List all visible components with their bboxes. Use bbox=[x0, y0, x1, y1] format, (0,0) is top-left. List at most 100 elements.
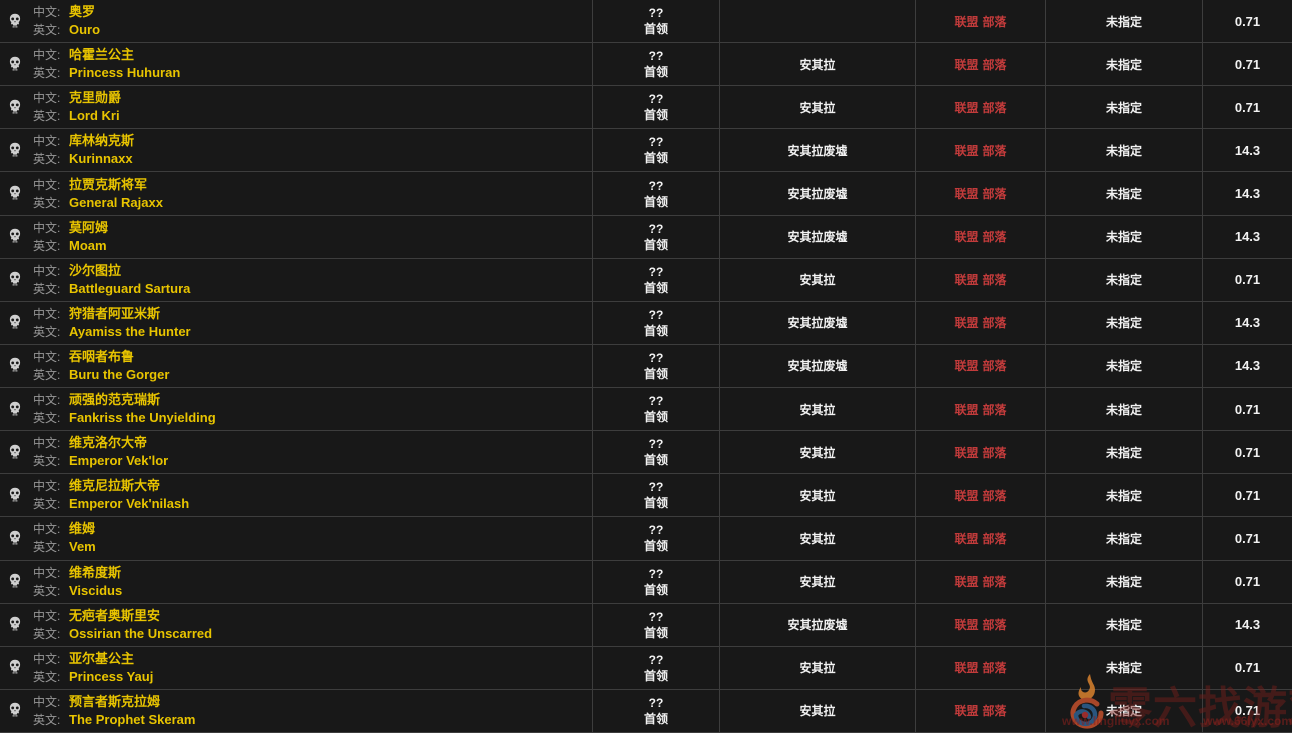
en-label: 英文: bbox=[33, 152, 61, 167]
boss-names: 中文: 克里勋爵 英文: Lord Kri bbox=[33, 89, 121, 125]
boss-names: 中文: 维克尼拉斯大帝 英文: Emperor Vek'nilash bbox=[33, 477, 189, 513]
boss-type: 首领 bbox=[643, 194, 668, 209]
boss-name-en-link[interactable]: Moam bbox=[69, 237, 107, 253]
faction-alliance: 联盟 bbox=[954, 100, 979, 115]
boss-type: 首领 bbox=[643, 711, 668, 726]
boss-name-cn-link[interactable]: 维克洛尔大帝 bbox=[69, 435, 148, 451]
boss-name-cn-link[interactable]: 莫阿姆 bbox=[69, 219, 109, 235]
boss-name-cn-link[interactable]: 库林纳克斯 bbox=[69, 133, 135, 149]
cn-label: 中文: bbox=[33, 91, 61, 106]
faction-alliance: 联盟 bbox=[954, 661, 979, 676]
boss-name-en-link[interactable]: Emperor Vek'nilash bbox=[69, 496, 190, 512]
faction-alliance: 联盟 bbox=[954, 230, 979, 245]
en-label: 英文: bbox=[33, 669, 61, 684]
boss-name-en-link[interactable]: Princess Yauj bbox=[69, 668, 154, 684]
boss-name-en-link[interactable]: Princess Huhuran bbox=[69, 65, 181, 81]
level-cell: ?? 首领 bbox=[593, 0, 720, 43]
faction-alliance: 联盟 bbox=[954, 531, 979, 546]
en-label: 英文: bbox=[33, 23, 61, 38]
faction-cell: 联盟 部落 bbox=[916, 129, 1046, 172]
table-row: 中文: 库林纳克斯 英文: Kurinnaxx ?? 首领 安其拉废墟 联盟 部… bbox=[0, 129, 1292, 173]
boss-name-en-link[interactable]: Battleguard Sartura bbox=[69, 280, 191, 296]
react-cell: 未指定 bbox=[1046, 431, 1203, 474]
boss-level: ?? bbox=[648, 350, 664, 365]
boss-name-cn-link[interactable]: 预言者斯克拉姆 bbox=[69, 693, 161, 709]
faction-alliance: 联盟 bbox=[954, 359, 979, 374]
cn-label: 中文: bbox=[33, 349, 61, 364]
react-cell: 未指定 bbox=[1046, 517, 1203, 560]
boss-name-cn-link[interactable]: 克里勋爵 bbox=[69, 90, 122, 106]
faction-horde: 部落 bbox=[982, 488, 1007, 503]
boss-skull-icon bbox=[8, 185, 24, 202]
boss-name-en-link[interactable]: Fankriss the Unyielding bbox=[69, 410, 216, 426]
boss-name-en-link[interactable]: Viscidus bbox=[69, 582, 123, 598]
boss-name-en-link[interactable]: Emperor Vek'lor bbox=[69, 453, 169, 469]
boss-type: 首领 bbox=[643, 108, 668, 123]
value-cell: 0.71 bbox=[1234, 444, 1261, 460]
faction-cell: 联盟 部落 bbox=[916, 517, 1046, 560]
react-cell: 未指定 bbox=[1046, 301, 1203, 344]
boss-name-cn-link[interactable]: 亚尔基公主 bbox=[69, 650, 135, 666]
boss-name-cn-link[interactable]: 奥罗 bbox=[69, 4, 96, 20]
boss-names: 中文: 狩猎者阿亚米斯 英文: Ayamiss the Hunter bbox=[33, 305, 191, 341]
faction-cell: 联盟 部落 bbox=[916, 431, 1046, 474]
boss-skull-icon bbox=[8, 444, 24, 461]
cn-label: 中文: bbox=[33, 220, 61, 235]
boss-name-en-link[interactable]: General Rajaxx bbox=[69, 194, 163, 210]
faction-horde: 部落 bbox=[982, 143, 1007, 158]
faction-alliance: 联盟 bbox=[954, 704, 979, 719]
boss-name-en-link[interactable]: Ossirian the Unscarred bbox=[69, 625, 213, 641]
react-cell: 未指定 bbox=[1046, 689, 1203, 732]
faction-horde: 部落 bbox=[982, 14, 1007, 29]
boss-skull-icon bbox=[8, 530, 24, 547]
faction-alliance: 联盟 bbox=[954, 273, 979, 288]
cn-label: 中文: bbox=[33, 306, 61, 321]
faction-horde: 部落 bbox=[982, 100, 1007, 115]
value-cell: 0.71 bbox=[1234, 574, 1261, 590]
boss-skull-icon bbox=[8, 271, 24, 288]
boss-name-cn-link[interactable]: 无疤者奥斯里安 bbox=[69, 607, 161, 623]
table-row: 中文: 维希度斯 英文: Viscidus ?? 首领 安其拉 联盟 部落 未指… bbox=[0, 560, 1292, 604]
faction-alliance: 联盟 bbox=[954, 402, 979, 417]
boss-name-en-link[interactable]: Lord Kri bbox=[69, 108, 120, 124]
boss-name-cn-link[interactable]: 维希度斯 bbox=[69, 564, 122, 580]
en-label: 英文: bbox=[33, 712, 61, 727]
level-cell: ?? 首领 bbox=[593, 86, 720, 129]
react-cell: 未指定 bbox=[1046, 388, 1203, 431]
zone-cell: 安其拉 bbox=[720, 388, 916, 431]
zone-cell: 安其拉废墟 bbox=[720, 215, 916, 258]
name-cell: 中文: 顽强的范克瑞斯 英文: Fankriss the Unyielding bbox=[0, 388, 593, 431]
boss-name-cn-link[interactable]: 顽强的范克瑞斯 bbox=[69, 392, 161, 408]
boss-level: ?? bbox=[648, 609, 664, 624]
faction-cell: 联盟 部落 bbox=[916, 301, 1046, 344]
name-cell: 中文: 沙尔图拉 英文: Battleguard Sartura bbox=[0, 258, 593, 301]
boss-name-en-link[interactable]: Ayamiss the Hunter bbox=[69, 323, 191, 339]
cn-label: 中文: bbox=[33, 393, 61, 408]
name-cell: 中文: 亚尔基公主 英文: Princess Yauj bbox=[0, 646, 593, 689]
en-label: 英文: bbox=[33, 66, 61, 81]
boss-name-cn-link[interactable]: 哈霍兰公主 bbox=[69, 47, 135, 63]
boss-level: ?? bbox=[648, 695, 664, 710]
boss-names: 中文: 莫阿姆 英文: Moam bbox=[33, 219, 108, 255]
boss-name-en-link[interactable]: Vem bbox=[69, 539, 96, 555]
boss-name-cn-link[interactable]: 狩猎者阿亚米斯 bbox=[69, 305, 161, 321]
boss-name-en-link[interactable]: The Prophet Skeram bbox=[69, 711, 196, 727]
boss-name-cn-link[interactable]: 维克尼拉斯大帝 bbox=[69, 478, 161, 494]
value-cell: 0.71 bbox=[1234, 401, 1261, 417]
value-cell: 0.71 bbox=[1234, 703, 1261, 719]
en-label: 英文: bbox=[33, 583, 61, 598]
name-cell: 中文: 维姆 英文: Vem bbox=[0, 517, 593, 560]
boss-name-en-link[interactable]: Buru the Gorger bbox=[69, 366, 170, 382]
zone-cell: 安其拉废墟 bbox=[720, 344, 916, 388]
level-cell: ?? 首领 bbox=[593, 43, 720, 86]
boss-type: 首领 bbox=[643, 366, 668, 381]
boss-name-cn-link[interactable]: 吞咽者布鲁 bbox=[69, 348, 135, 364]
name-cell: 中文: 拉贾克斯将军 英文: General Rajaxx bbox=[0, 172, 593, 215]
level-cell: ?? 首领 bbox=[593, 344, 720, 388]
boss-name-cn-link[interactable]: 维姆 bbox=[69, 521, 96, 537]
boss-name-cn-link[interactable]: 拉贾克斯将军 bbox=[69, 176, 148, 192]
boss-name-en-link[interactable]: Ouro bbox=[69, 22, 101, 38]
boss-name-cn-link[interactable]: 沙尔图拉 bbox=[69, 262, 122, 278]
boss-name-en-link[interactable]: Kurinnaxx bbox=[69, 151, 133, 167]
